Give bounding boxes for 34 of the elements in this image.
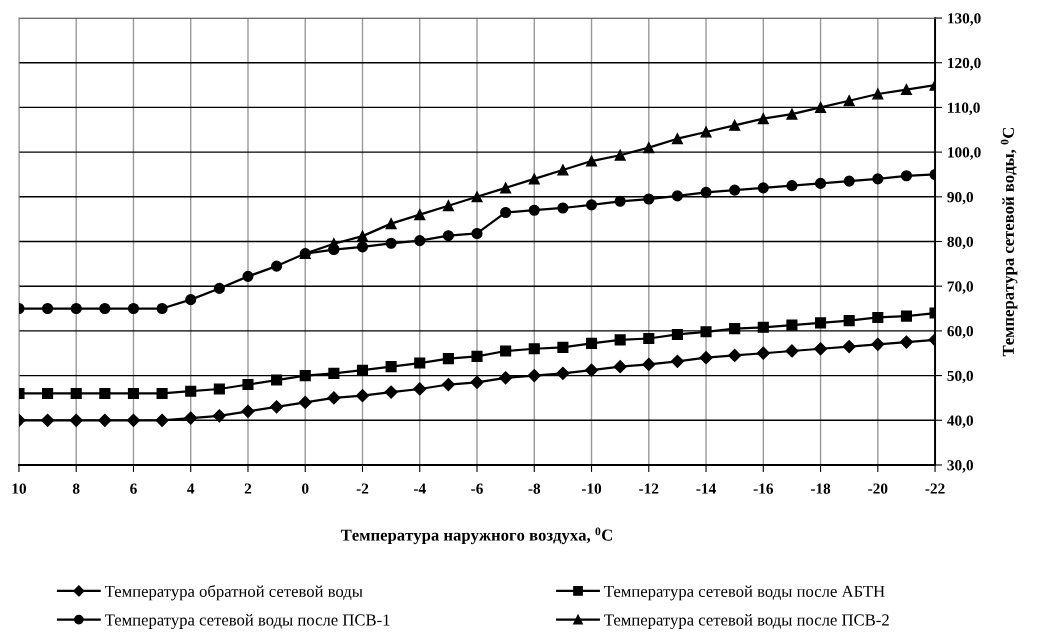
x-tick-label: -4: [413, 483, 426, 494]
y-tick-label: 130,0: [948, 13, 981, 26]
x-tick-label: -20: [868, 483, 888, 494]
legend-label: Температура сетевой воды после ПСВ-1: [104, 613, 390, 629]
x-tick-label: 8: [72, 483, 80, 494]
y-tick-label: 90,0: [947, 191, 974, 205]
x-axis-title: Температура наружного воздуха, $^{0}$C: [340, 527, 612, 545]
legend-label: Температура обратной сетевой воды: [104, 584, 363, 601]
y-tick-label: 100,0: [948, 147, 981, 160]
y-tick-label: 80,0: [947, 236, 974, 250]
x-tick-label: 2: [244, 483, 252, 494]
y-tick-label: 120,0: [948, 57, 981, 71]
y-tick-label: 110,0: [948, 102, 980, 116]
x-tick-label: -16: [753, 483, 774, 494]
x-tick-label: -2: [356, 483, 369, 494]
x-tick-label: 10: [12, 483, 27, 494]
y-axis-title: Температура сетевой воды, $^{0}$C: [1000, 127, 1018, 357]
x-tick-label: -14: [696, 483, 716, 494]
x-tick-label: 6: [130, 483, 137, 494]
y-tick-label: 30,0: [947, 460, 974, 473]
x-tick-label: -18: [810, 483, 831, 494]
y-tick-label: 60,0: [947, 326, 974, 339]
x-tick-label: -12: [639, 483, 659, 494]
legend-label: Температура сетевой воды после ПСВ-2: [604, 613, 889, 629]
x-tick-label: 0: [302, 483, 309, 494]
x-tick-label: -10: [581, 483, 602, 494]
x-tick-label: 4: [187, 483, 195, 494]
x-tick-label: -22: [925, 483, 945, 494]
x-tick-label: -8: [528, 483, 541, 494]
x-tick-label: -6: [471, 483, 483, 494]
y-tick-label: 40,0: [947, 415, 974, 428]
legend-label: Температура сетевой воды после АБТН: [604, 585, 885, 601]
y-tick-label: 70,0: [947, 281, 974, 294]
y-tick-label: 50,0: [947, 370, 974, 384]
